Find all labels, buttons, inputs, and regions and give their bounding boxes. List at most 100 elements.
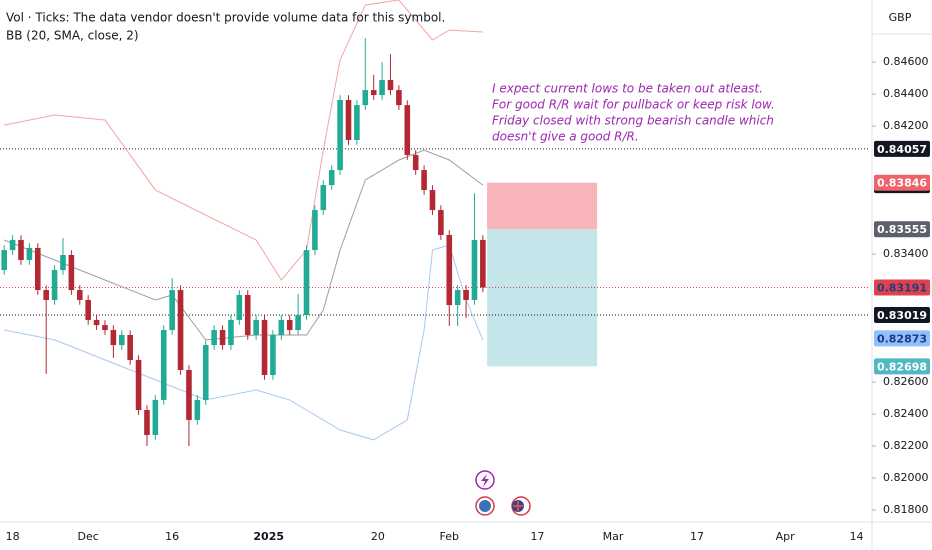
indicator-label: BB (20, SMA, close, 2)	[6, 29, 139, 43]
candle-body	[446, 235, 453, 306]
annotation-line: Friday closed with strong bearish candle…	[492, 114, 774, 128]
price-tag	[874, 306, 930, 323]
y-tick-label: 0.83400	[883, 247, 929, 260]
price-tag	[874, 358, 930, 375]
candle-body	[320, 185, 327, 211]
price-tag	[874, 174, 930, 191]
flag-icon	[479, 500, 491, 512]
candle-body	[194, 399, 201, 420]
candle-body	[85, 299, 91, 320]
stop-zone	[487, 182, 598, 230]
candle-body	[429, 190, 436, 211]
y-tick-label: 0.84600	[883, 55, 929, 68]
candle-body	[18, 239, 24, 260]
candle-body	[169, 290, 175, 331]
candle-body	[261, 319, 268, 375]
candle-body	[303, 250, 310, 315]
candle-body	[76, 290, 83, 300]
candle-body	[370, 90, 377, 96]
x-tick-label: 17	[690, 530, 704, 543]
candle-body	[34, 247, 41, 291]
candle-body	[480, 239, 486, 288]
candle-body	[438, 210, 444, 236]
candle-body	[328, 170, 335, 186]
lightning-icon	[481, 474, 489, 487]
candle-body	[236, 294, 243, 320]
candle-body	[454, 290, 461, 306]
candle-body	[412, 155, 419, 171]
price-tag-label: 0.83191	[877, 281, 927, 294]
price-tag-label: 0.83846	[877, 177, 927, 190]
candle-body	[463, 290, 469, 300]
candle-body	[127, 334, 133, 360]
candle-body	[244, 294, 251, 335]
x-tick-label: Feb	[440, 530, 459, 543]
candle-body	[362, 90, 369, 106]
x-tick-label: 20	[371, 530, 385, 543]
candle-body	[102, 325, 108, 331]
x-tick-label: Apr	[776, 530, 796, 543]
currency: GBP	[889, 11, 912, 24]
plot-area	[0, 0, 870, 447]
candle-body	[387, 79, 394, 91]
x-tick-label: 2025	[253, 530, 284, 543]
bollinger-lower	[4, 244, 484, 441]
price-tag-label: 0.82873	[877, 332, 927, 345]
x-tick-label: 17	[530, 530, 544, 543]
candle-body	[160, 330, 167, 400]
annotation-line: I expect current lows to be taken out at…	[492, 82, 763, 96]
price-tag	[874, 279, 930, 296]
y-tick-label: 0.82000	[883, 471, 929, 484]
candle-body	[93, 319, 100, 326]
volume-note: Vol · Ticks: The data vendor doesn't pro…	[6, 11, 445, 25]
candle-body	[110, 330, 117, 346]
x-tick-label: 18	[6, 530, 20, 543]
x-tick-label: Dec	[78, 530, 99, 543]
candle-body	[51, 270, 58, 300]
candle-body	[135, 359, 142, 411]
candle-body	[354, 105, 360, 140]
candle-body	[60, 255, 66, 271]
price-tag-label: 0.82698	[877, 360, 927, 373]
candle-body	[43, 290, 49, 300]
candle-body	[118, 334, 125, 346]
y-tick-label: 0.82400	[883, 407, 929, 420]
price-tag	[874, 221, 930, 238]
candle-body	[295, 314, 301, 331]
y-tick-label: 0.82200	[883, 439, 929, 452]
candle-body	[152, 399, 159, 435]
y-tick-label: 0.81800	[883, 503, 929, 516]
candle-body	[404, 105, 411, 156]
candle-body	[68, 255, 75, 291]
x-tick-label: 16	[165, 530, 179, 543]
candle-body	[144, 410, 150, 435]
candle-body	[312, 210, 318, 251]
candle-body	[9, 239, 16, 251]
y-tick-label: 0.84200	[883, 119, 929, 132]
target-zone	[487, 229, 598, 367]
candle-body	[202, 345, 209, 400]
event-icons	[475, 470, 531, 516]
annotation-line: doesn't give a good R/R.	[492, 130, 639, 144]
candle-body	[26, 247, 33, 260]
price-tag-label: 0.84057	[877, 143, 927, 156]
x-tick-label: Mar	[603, 530, 624, 543]
price-tag-label: 0.83019	[877, 309, 927, 322]
candle-body	[421, 170, 427, 191]
candle-body	[278, 319, 285, 335]
candle-body	[337, 99, 343, 171]
candle-body	[396, 90, 402, 106]
candle-body	[379, 79, 385, 96]
price-tag-label: 0.83555	[877, 223, 927, 236]
axes: 18 Dec 16 2025 20 Feb 17 Mar 17 Apr 14 0.84600 0.844…	[6, 55, 929, 543]
y-tick-label: 0.82600	[883, 375, 929, 388]
candle-body	[270, 334, 276, 375]
price-tag	[874, 140, 930, 157]
candle-body	[219, 330, 226, 346]
candle-body	[186, 370, 192, 420]
price-tag	[874, 330, 930, 347]
candle-body	[211, 330, 217, 346]
y-tick-label: 0.84400	[883, 87, 929, 100]
